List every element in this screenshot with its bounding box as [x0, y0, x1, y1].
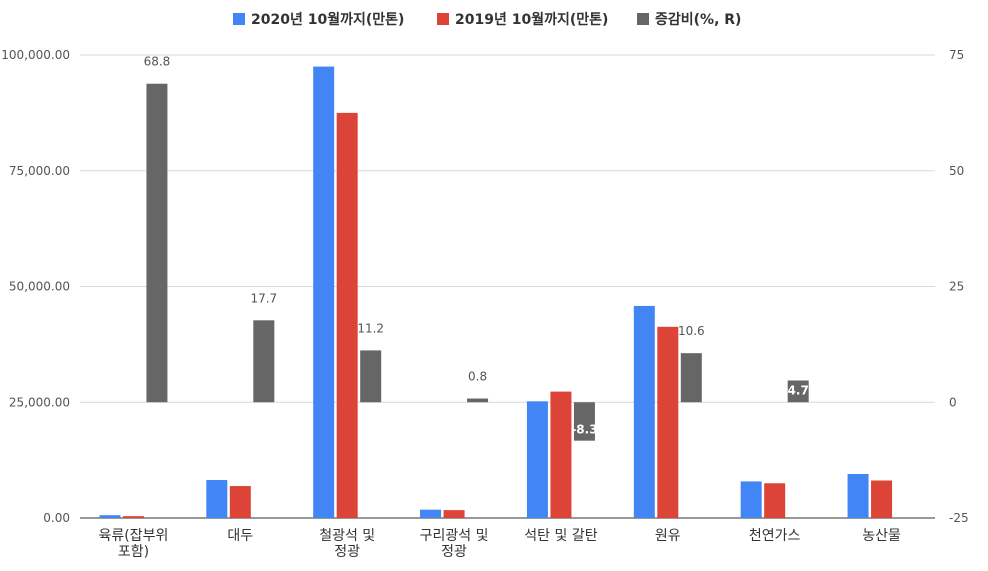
bar — [633, 305, 655, 518]
bar — [573, 402, 595, 441]
bar — [420, 509, 442, 518]
category-label: 포함) — [118, 544, 149, 560]
data-label: 0.8 — [468, 370, 487, 384]
bar — [764, 483, 786, 518]
left-axis: 0.00 25,000.00 50,000.00 75,000.00 100,000.0… — [1, 48, 70, 525]
legend-swatch — [233, 13, 245, 25]
category-label: 철광석 및 — [319, 528, 375, 544]
bar — [206, 480, 228, 518]
left-tick-label: 25,000.00 — [9, 395, 70, 409]
legend-label: 2019년 10월까지(만톤) — [455, 11, 608, 28]
gridlines — [80, 54, 935, 519]
right-tick-label: 25 — [949, 280, 964, 294]
bar — [467, 398, 489, 403]
bar — [680, 353, 702, 403]
legend-swatch — [637, 13, 649, 25]
right-axis: -25 0 25 50 75 — [949, 48, 969, 525]
category-label: 천연가스 — [749, 528, 801, 544]
left-tick-label: 50,000.00 — [9, 280, 70, 294]
category-label: 석탄 및 갈탄 — [524, 528, 597, 544]
left-tick-label: 75,000.00 — [9, 164, 70, 178]
data-label: -8.3 — [571, 422, 597, 436]
bar — [550, 391, 572, 518]
bar — [740, 481, 762, 518]
bar — [787, 380, 809, 403]
bar — [146, 83, 168, 403]
category-label: 구리광석 및 — [420, 528, 489, 544]
bar — [847, 474, 869, 518]
left-tick-label: 100,000.00 — [1, 48, 70, 62]
right-tick-label: 75 — [949, 48, 964, 62]
right-tick-label: -25 — [949, 511, 969, 525]
data-label: 68.8 — [144, 55, 171, 69]
right-tick-label: 50 — [949, 164, 964, 178]
bar — [313, 66, 335, 518]
data-label: 17.7 — [250, 291, 277, 305]
legend-label: 2020년 10월까지(만톤) — [251, 11, 404, 28]
bar — [253, 320, 275, 403]
category-label: 원유 — [655, 528, 681, 544]
bar — [360, 350, 382, 403]
legend: 2020년 10월까지(만톤) 2019년 10월까지(만톤) 증감비(%, R) — [233, 11, 741, 28]
category-label: 정광 — [441, 544, 467, 560]
bar — [443, 510, 465, 518]
data-labels: 68.8 17.7 11.2 0.8 -8.3 10.6 4.7 — [144, 55, 809, 437]
bar — [99, 515, 121, 518]
data-label: 11.2 — [357, 321, 384, 335]
legend-label: 증감비(%, R) — [655, 11, 741, 28]
bar — [336, 112, 358, 518]
bar — [871, 480, 893, 518]
category-label: 육류(잡부위 — [99, 528, 169, 544]
bar — [229, 486, 251, 518]
bar — [657, 326, 679, 518]
bar — [122, 516, 144, 518]
category-label: 농산물 — [862, 528, 901, 544]
bar — [526, 401, 548, 518]
data-label: 10.6 — [678, 324, 705, 338]
data-label: 4.7 — [788, 383, 809, 397]
left-tick-label: 0.00 — [43, 511, 70, 525]
category-label: 정광 — [334, 544, 360, 560]
category-label: 대두 — [227, 528, 253, 544]
right-tick-label: 0 — [949, 395, 957, 409]
bars — [99, 66, 893, 518]
legend-swatch — [437, 13, 449, 25]
